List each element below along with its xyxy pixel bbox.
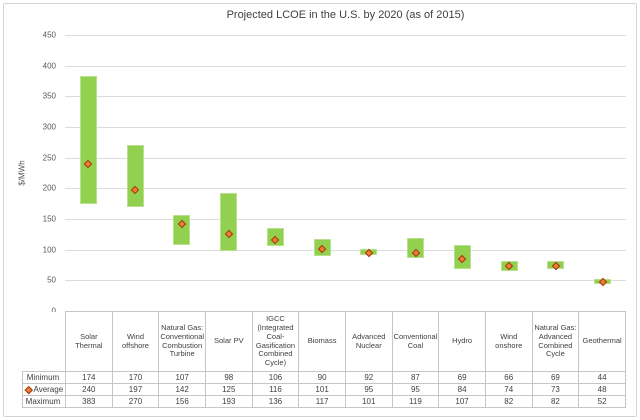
table-value-cell: 197 bbox=[111, 383, 160, 396]
gridline bbox=[65, 127, 626, 128]
table-value-cell: 87 bbox=[391, 371, 440, 384]
table-value-cell: 240 bbox=[65, 383, 113, 396]
table-value-cell: 142 bbox=[158, 383, 206, 396]
table-value-cell: 156 bbox=[158, 395, 206, 408]
table-header-row: Solar Thermal Wind offshore Natural Gas: C… bbox=[22, 311, 626, 372]
table-value-cell: 69 bbox=[438, 371, 486, 384]
table-value-cell: 82 bbox=[484, 395, 533, 408]
table-value-cell: 90 bbox=[298, 371, 346, 384]
chart-title: Projected LCOE in the U.S. by 2020 (as o… bbox=[226, 9, 465, 21]
y-tick-label: 350 bbox=[42, 91, 56, 101]
table-value-cell: 101 bbox=[344, 395, 393, 408]
plot-area bbox=[65, 35, 626, 311]
table-value-cell: 82 bbox=[531, 395, 580, 408]
table-row-minimum: Minimum 174 170 107 98 106 90 92 87 69 66 69 44 bbox=[22, 371, 626, 384]
table-row-average: Average 240 197 142 125 116 101 95 95 84 74 73 48 bbox=[22, 383, 626, 396]
y-tick-label: 100 bbox=[42, 245, 56, 255]
gridline bbox=[65, 65, 626, 67]
table-value-cell: 101 bbox=[298, 383, 346, 396]
y-tick-label: 50 bbox=[47, 275, 56, 285]
table-value-cell: 119 bbox=[391, 395, 440, 408]
category-header-cell: Advanced Nuclear bbox=[344, 311, 393, 372]
table-row-maximum: Maximum 383 270 156 193 136 117 101 119 107 82 82 52 bbox=[22, 395, 626, 408]
gridline bbox=[65, 188, 626, 190]
range-bar bbox=[407, 238, 425, 258]
category-header-cell: Natural Gas: Conventional Combustion Tur… bbox=[158, 311, 206, 372]
table-value-cell: 84 bbox=[438, 383, 486, 396]
table-value-cell: 106 bbox=[251, 371, 300, 384]
category-header-cell: Wind offshore bbox=[111, 311, 160, 372]
table-value-cell: 170 bbox=[111, 371, 160, 384]
gridline bbox=[65, 157, 626, 159]
table-value-cell: 193 bbox=[204, 395, 253, 408]
table-corner-cell bbox=[22, 311, 66, 372]
y-tick-label: 300 bbox=[42, 122, 56, 132]
table-value-cell: 52 bbox=[578, 395, 626, 408]
category-header-cell: Hydro bbox=[438, 311, 486, 372]
table-value-cell: 48 bbox=[578, 383, 626, 396]
table-value-cell: 107 bbox=[438, 395, 486, 408]
range-bar bbox=[79, 76, 97, 205]
table-value-cell: 117 bbox=[298, 395, 346, 408]
row-label-maximum: Maximum bbox=[22, 395, 66, 408]
table-value-cell: 69 bbox=[531, 371, 580, 384]
category-header-cell: Wind onshore bbox=[484, 311, 533, 372]
gridline bbox=[65, 249, 626, 251]
table-value-cell: 98 bbox=[204, 371, 253, 384]
table-value-cell: 174 bbox=[65, 371, 113, 384]
category-header-cell: Conventional Coal bbox=[391, 311, 440, 372]
table-value-cell: 107 bbox=[158, 371, 206, 384]
row-label-minimum: Minimum bbox=[22, 371, 66, 384]
table-value-cell: 95 bbox=[391, 383, 440, 396]
table-value-cell: 136 bbox=[251, 395, 300, 408]
table-value-cell: 116 bbox=[251, 383, 300, 396]
table-value-cell: 125 bbox=[204, 383, 253, 396]
table-value-cell: 66 bbox=[484, 371, 533, 384]
table-value-cell: 270 bbox=[111, 395, 160, 408]
range-bar bbox=[126, 145, 144, 207]
table-value-cell: 383 bbox=[65, 395, 113, 408]
y-tick-label: 450 bbox=[42, 30, 56, 40]
gridline bbox=[65, 35, 626, 36]
category-header-cell: Solar PV bbox=[204, 311, 253, 372]
y-tick-label: 0 bbox=[52, 307, 56, 316]
row-label-average: Average bbox=[22, 383, 66, 396]
gridline bbox=[65, 219, 626, 220]
table-value-cell: 92 bbox=[344, 371, 393, 384]
range-bar bbox=[173, 215, 191, 246]
gridline bbox=[65, 280, 626, 282]
table-value-cell: 74 bbox=[484, 383, 533, 396]
y-tick-label: 250 bbox=[42, 153, 56, 163]
category-header-cell: Natural Gas: Advanced Combined Cycle bbox=[531, 311, 580, 372]
y-tick-label: 200 bbox=[42, 183, 56, 193]
y-tick-label: 400 bbox=[42, 61, 56, 71]
table-value-cell: 44 bbox=[578, 371, 626, 384]
category-header-cell: Biomass bbox=[298, 311, 346, 372]
range-bar bbox=[220, 192, 238, 251]
table-value-cell: 95 bbox=[344, 383, 393, 396]
y-tick-label: 150 bbox=[42, 214, 56, 224]
average-legend-key-icon bbox=[24, 385, 33, 394]
category-header-cell: Geothermal bbox=[578, 311, 626, 372]
table-value-cell: 73 bbox=[531, 383, 580, 396]
y-axis: 0 50 100 150 200 250 300 350 400 450 bbox=[0, 31, 56, 316]
data-table: Solar Thermal Wind offshore Natural Gas: C… bbox=[22, 311, 626, 408]
category-header-cell: Solar Thermal bbox=[65, 311, 113, 372]
gridline bbox=[65, 96, 626, 98]
category-header-cell: IGCC (Integrated Coal-Gasification Combi… bbox=[251, 311, 300, 372]
